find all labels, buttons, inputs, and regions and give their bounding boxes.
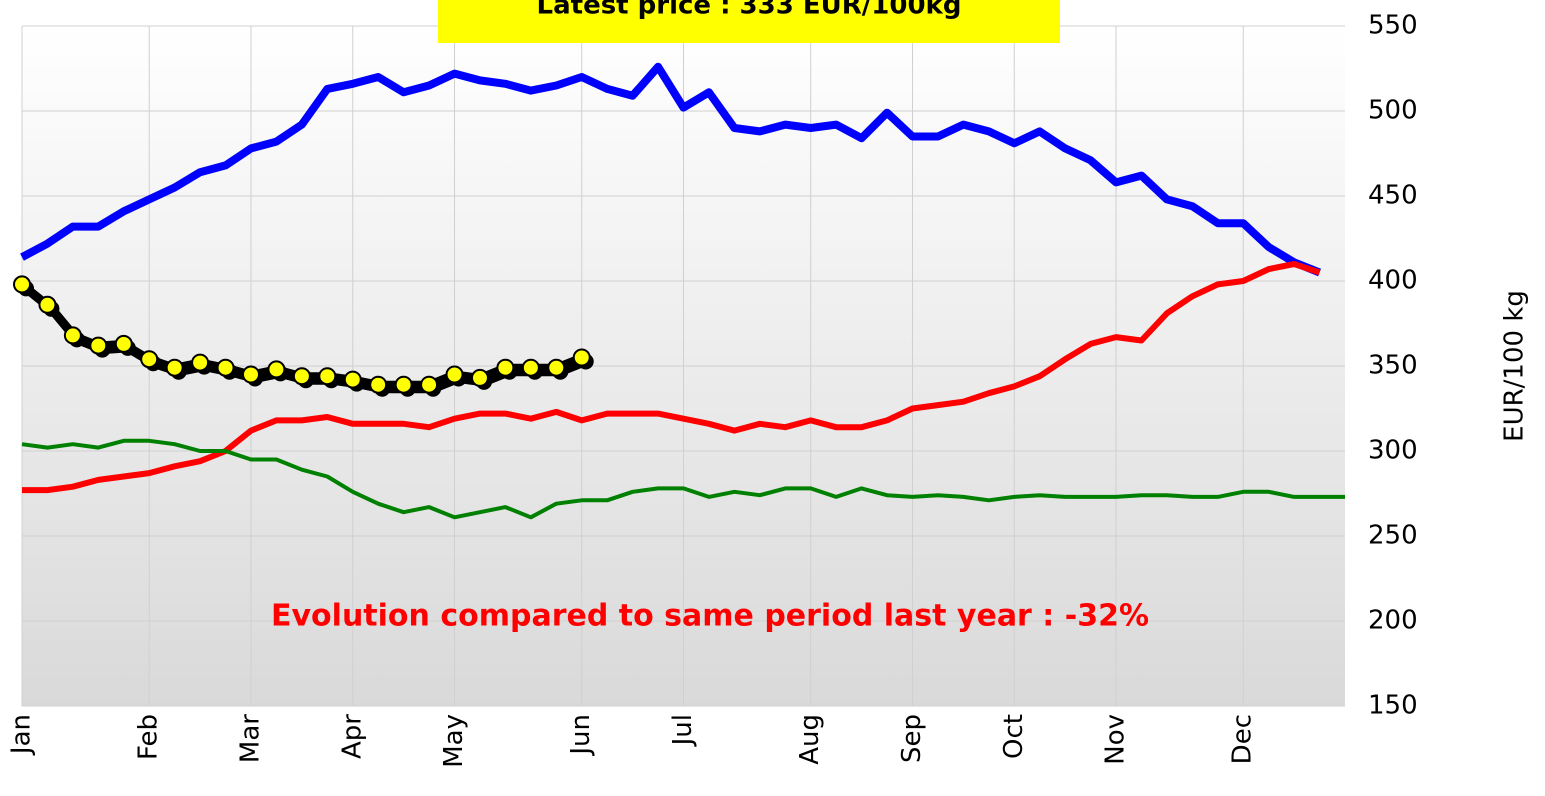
point bbox=[547, 358, 566, 377]
series-line bbox=[20, 62, 1322, 277]
y-axis-label: EUR/100 kg bbox=[1500, 290, 1530, 442]
point bbox=[165, 358, 184, 377]
series-line bbox=[21, 438, 1345, 520]
point bbox=[267, 360, 286, 379]
x-tick-label: Feb bbox=[134, 714, 164, 760]
point bbox=[241, 365, 260, 384]
point bbox=[521, 358, 540, 377]
annotation: Evolution compared to same period last y… bbox=[271, 599, 1149, 634]
x-tick-label: Sep bbox=[897, 714, 927, 763]
point bbox=[445, 365, 464, 384]
point bbox=[369, 375, 388, 394]
x-tick-label: Oct bbox=[999, 714, 1029, 759]
x-tick-label: Apr bbox=[337, 714, 367, 759]
point bbox=[420, 375, 439, 394]
y-tick-label: 150 bbox=[1368, 691, 1418, 721]
x-tick-label: Jul bbox=[668, 714, 698, 747]
y-tick-label: 300 bbox=[1368, 436, 1418, 466]
point bbox=[89, 336, 108, 355]
point bbox=[496, 358, 515, 377]
point bbox=[114, 334, 133, 353]
y-tick-label: 350 bbox=[1368, 351, 1418, 381]
point bbox=[140, 350, 159, 369]
x-tick-label: Aug bbox=[795, 714, 825, 765]
point bbox=[318, 367, 337, 386]
y-tick-label: 400 bbox=[1368, 266, 1418, 296]
y-tick-label: 450 bbox=[1368, 181, 1418, 211]
x-tick-label: Dec bbox=[1228, 714, 1258, 764]
point bbox=[343, 370, 362, 389]
x-tick-label: Mar bbox=[235, 714, 265, 763]
point bbox=[38, 295, 57, 314]
point bbox=[13, 275, 31, 294]
series-line bbox=[22, 261, 1321, 494]
x-tick-label: May bbox=[439, 714, 469, 768]
y-tick-label: 550 bbox=[1368, 11, 1418, 41]
y-tick-label: 250 bbox=[1368, 521, 1418, 551]
point bbox=[470, 368, 489, 387]
x-tick-label: Jan bbox=[7, 714, 37, 756]
point bbox=[394, 375, 413, 394]
y-tick-label: 200 bbox=[1368, 606, 1418, 636]
chart-title: Latest price : 333 EUR/100kg bbox=[537, 0, 962, 21]
x-tick-label: Nov bbox=[1101, 714, 1131, 765]
point bbox=[63, 326, 82, 345]
y-tick-label: 500 bbox=[1368, 96, 1418, 126]
title-box bbox=[438, 0, 1060, 43]
x-tick-label: Jun bbox=[566, 714, 596, 757]
point bbox=[572, 348, 591, 367]
point bbox=[216, 358, 235, 377]
point bbox=[191, 353, 210, 372]
point bbox=[292, 367, 311, 386]
